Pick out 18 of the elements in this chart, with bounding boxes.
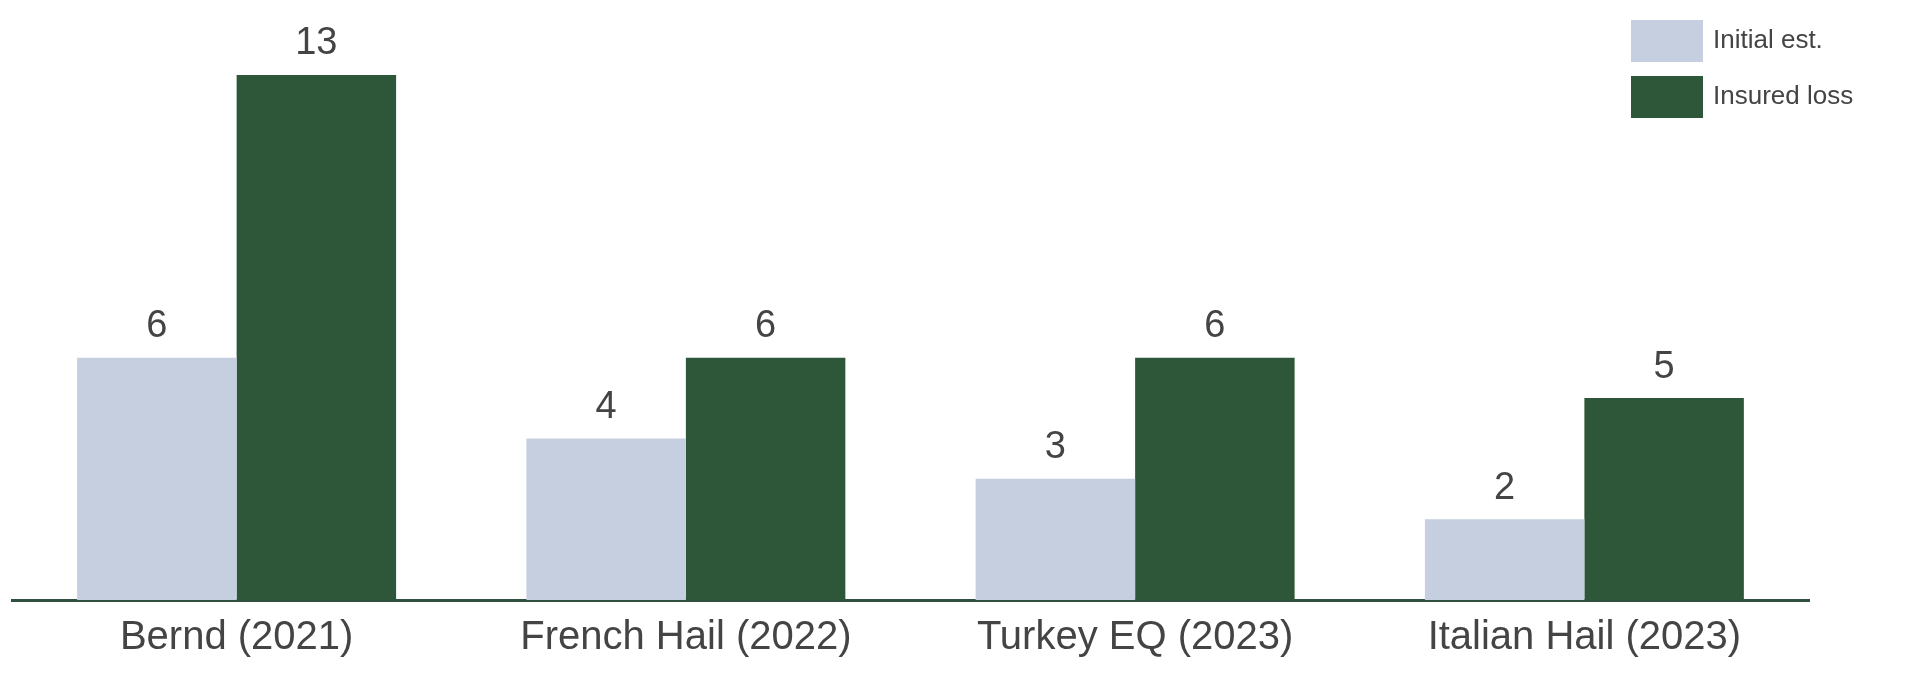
- legend-label: Initial est.: [1713, 24, 1823, 55]
- bar: [975, 478, 1136, 600]
- bar: [526, 438, 686, 600]
- x-tick-label: Italian Hail (2023): [1427, 613, 1742, 658]
- data-label: 4: [595, 383, 617, 426]
- data-label: 13: [295, 20, 338, 63]
- legend-label: Insured loss: [1713, 80, 1854, 111]
- data-label: 5: [1653, 343, 1675, 386]
- x-tick-label: Turkey EQ (2023): [976, 613, 1294, 658]
- data-label: 6: [755, 303, 777, 346]
- x-tick-label: Bernd (2021): [119, 613, 354, 658]
- data-label: 6: [1204, 303, 1226, 346]
- data-label: 6: [146, 303, 168, 346]
- bar: [77, 357, 237, 600]
- data-label: 2: [1494, 464, 1516, 507]
- bar: [1424, 519, 1585, 600]
- x-tick-label: French Hail (2022): [520, 613, 852, 658]
- data-label: 3: [1044, 424, 1066, 467]
